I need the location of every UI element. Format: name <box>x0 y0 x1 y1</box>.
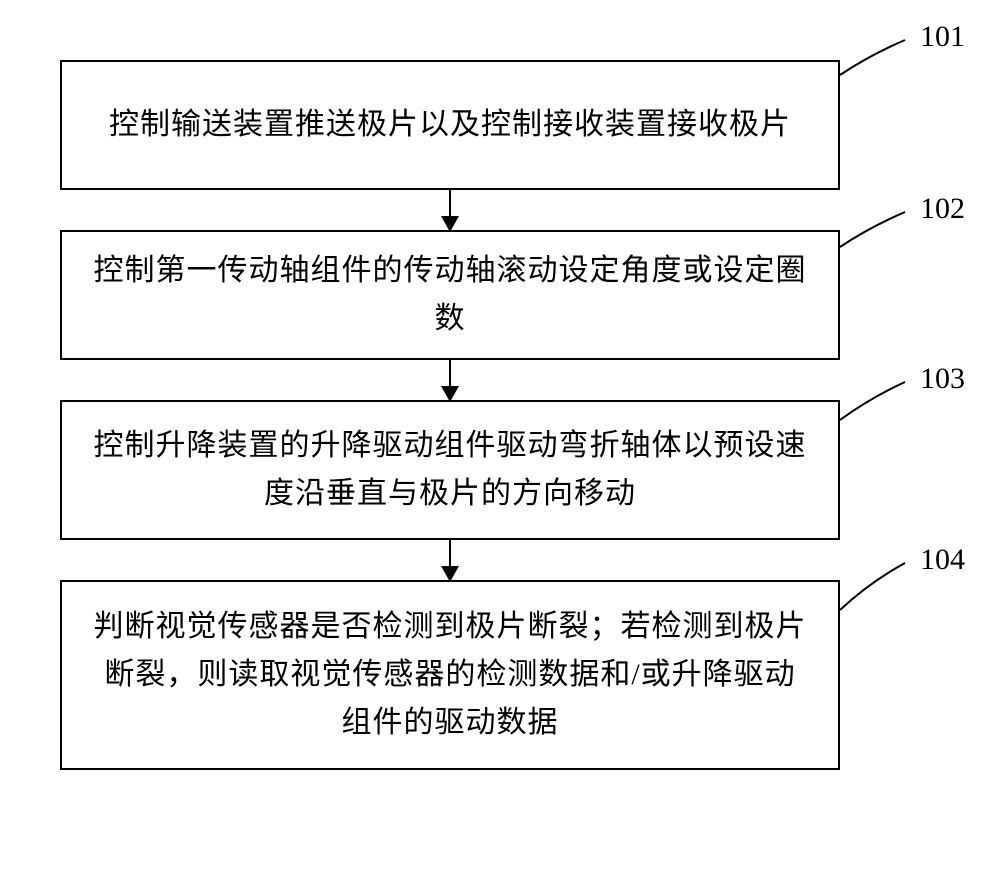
step-3-text: 控制升降装置的升降驱动组件驱动弯折轴体以预设速度沿垂直与极片的方向移动 <box>92 422 808 518</box>
step-2-text: 控制第一传动轴组件的传动轴滚动设定角度或设定圈数 <box>92 247 808 343</box>
flowchart-container: 控制输送装置推送极片以及控制接收装置接收极片 控制第一传动轴组件的传动轴滚动设定… <box>60 60 890 770</box>
flowchart-step-2: 控制第一传动轴组件的传动轴滚动设定角度或设定圈数 <box>60 230 840 360</box>
arrow-3 <box>449 540 451 580</box>
arrow-3-container <box>60 540 840 580</box>
flowchart-step-3: 控制升降装置的升降驱动组件驱动弯折轴体以预设速度沿垂直与极片的方向移动 <box>60 400 840 540</box>
label-103: 103 <box>920 362 965 396</box>
arrow-2-container <box>60 360 840 400</box>
arrow-2 <box>449 360 451 400</box>
arrow-1-container <box>60 190 840 230</box>
flowchart-step-4: 判断视觉传感器是否检测到极片断裂；若检测到极片断裂，则读取视觉传感器的检测数据和… <box>60 580 840 770</box>
flowchart-step-1: 控制输送装置推送极片以及控制接收装置接收极片 <box>60 60 840 190</box>
label-101: 101 <box>920 20 965 54</box>
arrow-1 <box>449 190 451 230</box>
step-4-text: 判断视觉传感器是否检测到极片断裂；若检测到极片断裂，则读取视觉传感器的检测数据和… <box>92 603 808 747</box>
label-102: 102 <box>920 192 965 226</box>
step-1-text: 控制输送装置推送极片以及控制接收装置接收极片 <box>109 101 791 149</box>
label-104: 104 <box>920 543 965 577</box>
